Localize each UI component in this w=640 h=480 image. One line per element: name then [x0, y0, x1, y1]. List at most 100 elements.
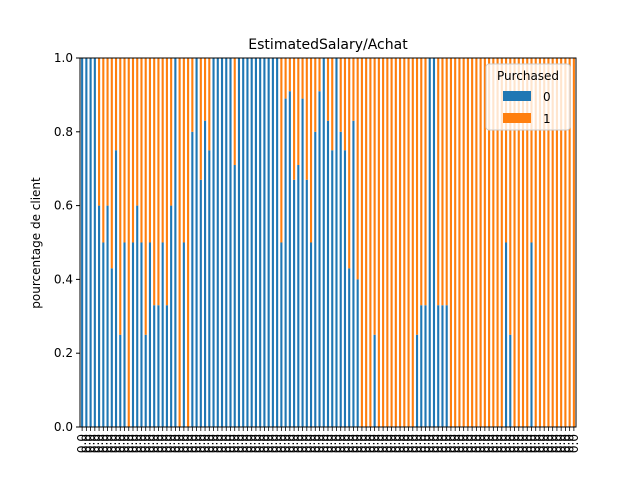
bar-series-1-107 — [534, 58, 537, 427]
bar-series-0-101 — [509, 334, 512, 427]
y-tick-label: 0.8 — [54, 125, 73, 139]
x-axis: 0.00.00.00.00.00.00.00.00.00.00.00.00.00… — [75, 427, 581, 453]
bar-series-1-91 — [466, 58, 469, 427]
x-tick-label: 0.0 — [546, 434, 560, 453]
x-tick-label: 0.0 — [512, 434, 526, 453]
bar-series-1-97 — [492, 58, 495, 427]
x-tick-label: 0.0 — [313, 434, 327, 453]
x-tick-label: 0.0 — [351, 434, 365, 453]
bar-series-0-21 — [170, 205, 173, 427]
bar-series-1-61 — [339, 58, 342, 132]
bar-series-1-7 — [110, 58, 113, 269]
x-tick-label: 0.0 — [168, 434, 182, 453]
bar-series-1-48 — [284, 58, 287, 99]
x-tick-label: 0.0 — [101, 434, 115, 453]
x-tick-label: 0.0 — [262, 434, 276, 453]
x-tick-label: 0.0 — [452, 434, 466, 453]
bar-series-1-84 — [437, 58, 440, 306]
bar-series-1-77 — [407, 58, 410, 427]
x-tick-label: 0.0 — [495, 434, 509, 453]
bar-series-1-16 — [148, 58, 152, 243]
bar-series-0-81 — [424, 305, 427, 427]
bar-series-0-86 — [445, 305, 448, 427]
bar-series-0-6 — [106, 205, 109, 427]
x-tick-label: 0.0 — [185, 434, 199, 453]
bar-series-0-3 — [93, 58, 96, 427]
x-tick-label: 0.0 — [88, 434, 102, 453]
legend-label-1: 1 — [543, 112, 551, 126]
bar-series-0-65 — [356, 279, 359, 427]
bar-series-0-26 — [191, 131, 194, 428]
bar-series-1-67 — [365, 58, 368, 427]
x-tick-label: 0.0 — [440, 434, 454, 453]
bar-series-1-115 — [568, 58, 571, 427]
x-tick-label: 0.0 — [334, 434, 348, 453]
x-tick-label: 0.0 — [410, 434, 424, 453]
bar-series-0-12 — [131, 242, 135, 427]
x-tick-label: 0.0 — [274, 434, 288, 453]
x-tick-label: 0.0 — [427, 434, 441, 453]
bar-series-0-56 — [318, 91, 321, 428]
x-tick-label: 0.0 — [245, 434, 259, 453]
x-tick-label: 0.0 — [84, 434, 98, 453]
bar-series-1-85 — [441, 58, 444, 306]
bar-series-0-2 — [89, 58, 92, 427]
bar-series-0-46 — [276, 58, 279, 427]
x-tick-label: 0.0 — [257, 434, 271, 453]
bar-series-0-60 — [335, 58, 338, 427]
chart-title: EstimatedSalary/Achat — [248, 37, 408, 53]
legend-swatch-0 — [503, 91, 531, 101]
bar-series-1-65 — [356, 58, 359, 280]
bar-series-1-5 — [102, 58, 105, 243]
x-tick-label: 0.0 — [134, 434, 148, 453]
x-tick-label: 0.0 — [79, 434, 93, 453]
x-tick-label: 0.0 — [448, 434, 462, 453]
x-tick-label: 0.0 — [177, 434, 191, 453]
x-tick-label: 0.0 — [355, 434, 369, 453]
x-tick-label: 0.0 — [533, 434, 547, 453]
bar-series-0-79 — [415, 334, 419, 427]
bar-series-0-43 — [263, 58, 266, 427]
x-tick-label: 0.0 — [164, 434, 178, 453]
x-tick-label: 0.0 — [198, 434, 212, 453]
x-tick-label: 0.0 — [296, 434, 310, 453]
bar-series-0-59 — [331, 150, 334, 427]
bar-series-1-73 — [390, 58, 393, 427]
bar-series-1-6 — [106, 58, 109, 206]
bar-series-1-63 — [348, 58, 351, 269]
bar-series-1-20 — [165, 58, 168, 306]
x-tick-label: 0.0 — [372, 434, 386, 453]
bar-series-0-5 — [102, 242, 105, 427]
x-tick-label: 0.0 — [291, 434, 305, 453]
bar-series-0-53 — [305, 179, 308, 427]
bar-series-1-80 — [420, 58, 423, 306]
bar-series-0-28 — [199, 179, 202, 427]
bar-series-1-9 — [119, 58, 122, 335]
bar-series-1-64 — [352, 58, 355, 121]
bar-series-0-69 — [373, 334, 376, 427]
bar-series-0-4 — [98, 205, 101, 427]
x-tick-label: 0.0 — [486, 434, 500, 453]
x-tick-label: 0.0 — [249, 434, 263, 453]
x-tick-label: 0.0 — [414, 434, 428, 453]
x-tick-label: 0.0 — [190, 434, 204, 453]
legend-swatch-1 — [503, 113, 531, 123]
bar-series-1-116 — [572, 58, 575, 427]
bar-series-1-49 — [288, 58, 291, 92]
bar-series-0-17 — [153, 305, 156, 427]
x-tick-label: 0.0 — [554, 434, 568, 453]
x-tick-label: 0.0 — [194, 434, 208, 453]
bar-series-0-80 — [420, 305, 423, 427]
bar-series-1-88 — [454, 58, 457, 427]
bar-series-1-56 — [318, 58, 321, 92]
bar-series-1-21 — [170, 58, 173, 206]
bar-series-0-1 — [85, 58, 88, 427]
bar-series-0-49 — [288, 91, 291, 428]
bar-series-1-102 — [513, 58, 516, 427]
x-tick-label: 0.0 — [105, 434, 119, 453]
x-tick-label: 0.0 — [435, 434, 449, 453]
x-tick-label: 0.0 — [207, 434, 221, 453]
bar-series-1-110 — [547, 58, 550, 427]
bar-series-0-85 — [441, 305, 444, 427]
